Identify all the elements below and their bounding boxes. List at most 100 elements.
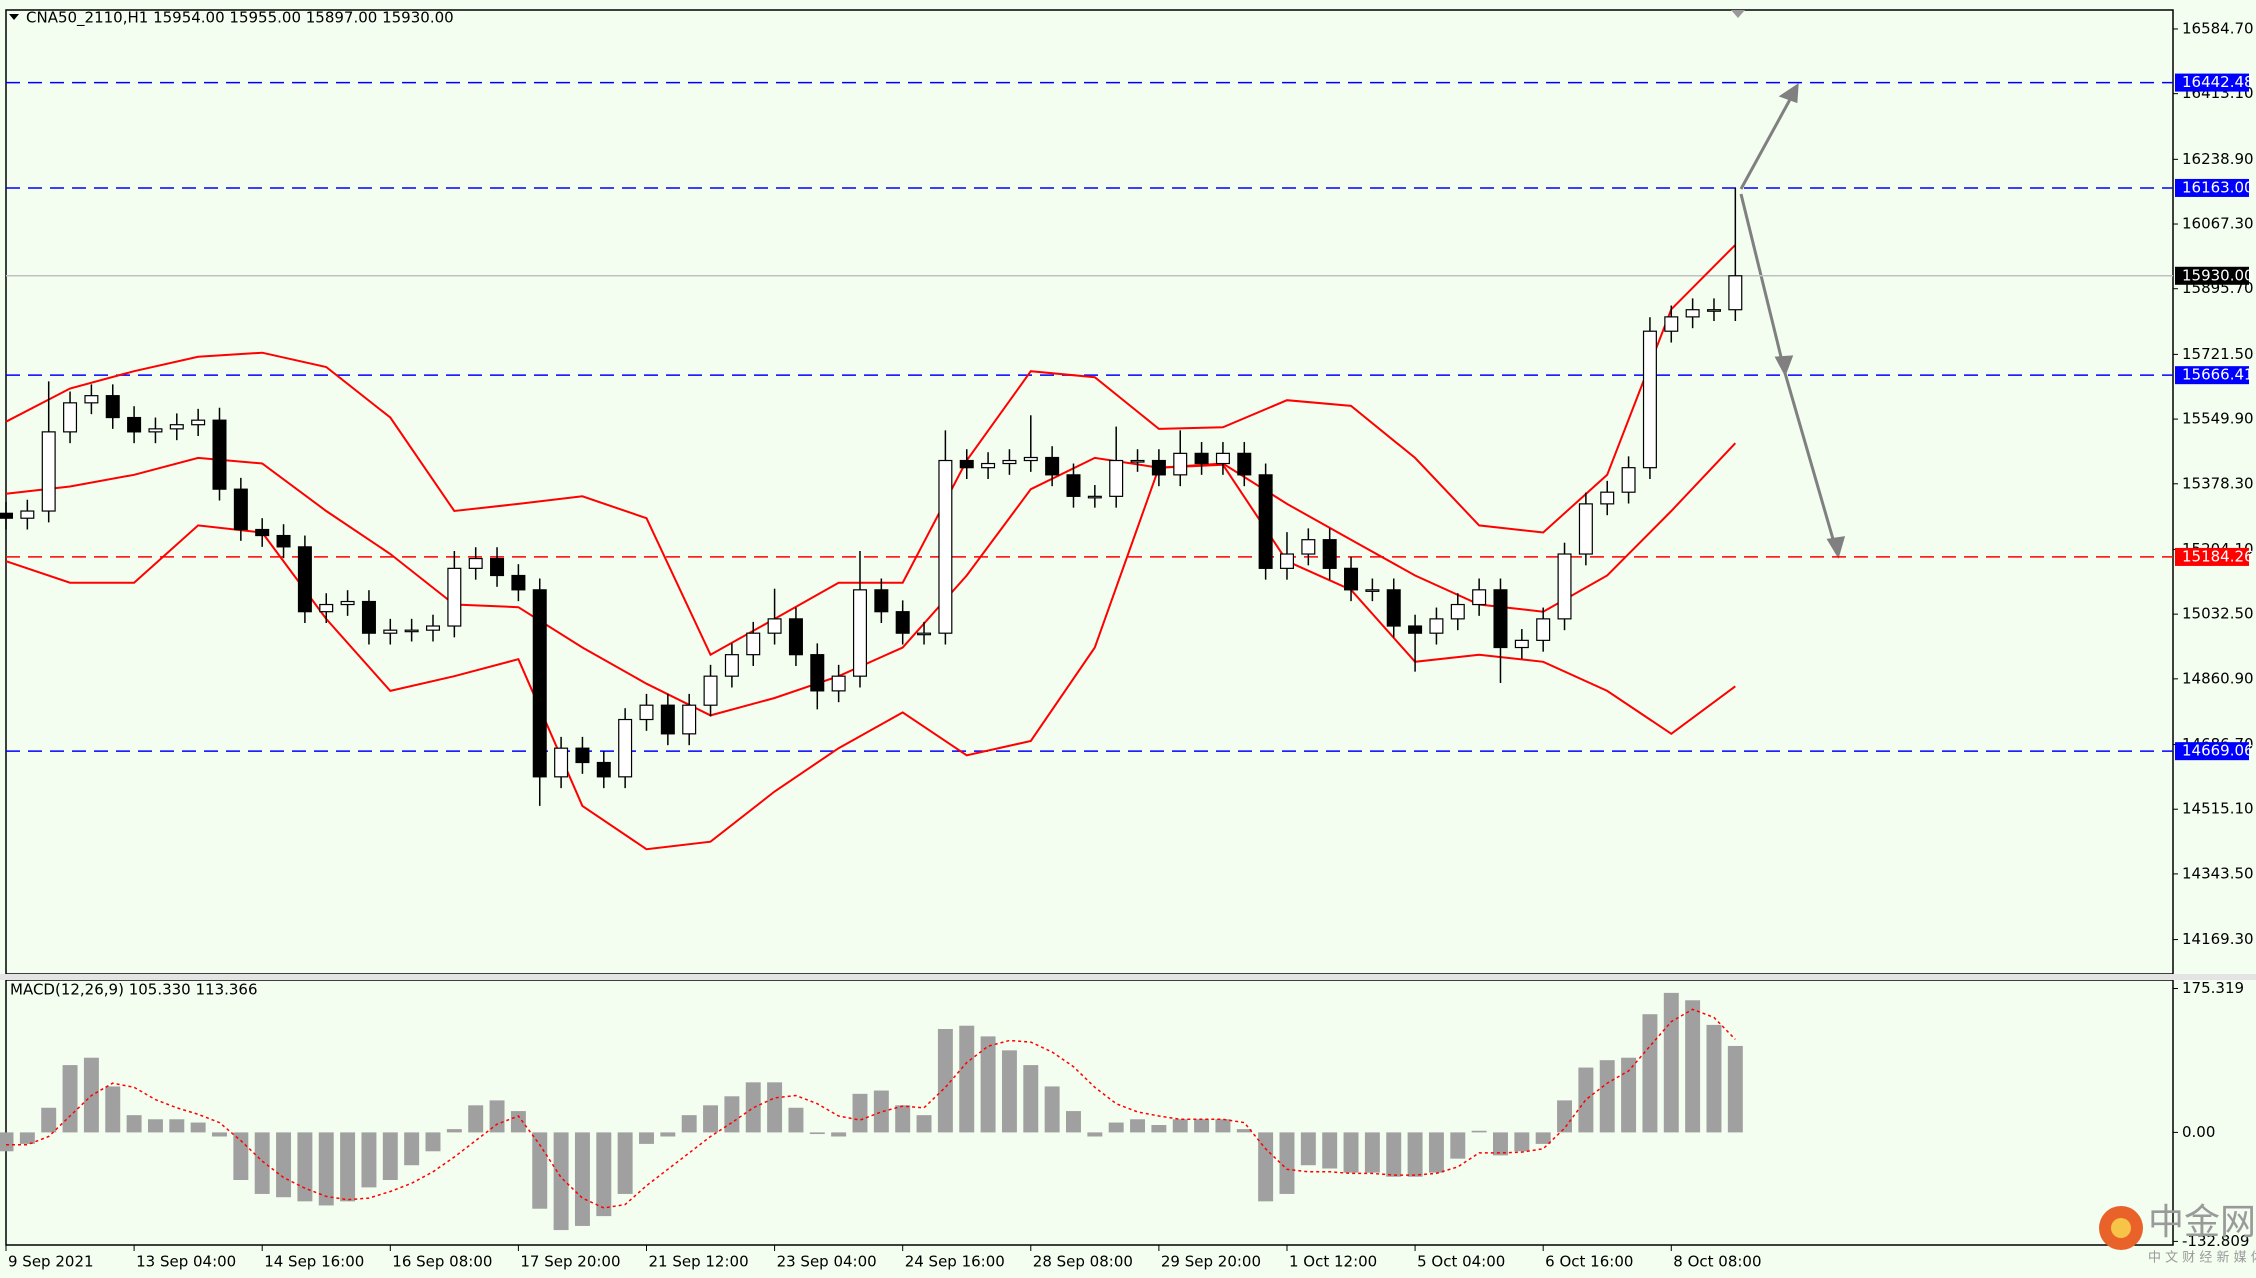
macd-bar bbox=[959, 1025, 975, 1133]
arrow-head bbox=[1778, 83, 1799, 104]
macd-bar bbox=[41, 1107, 57, 1133]
level-label: 16442.48 bbox=[2182, 73, 2254, 91]
x-tick-label: 1 Oct 12:00 bbox=[1289, 1253, 1377, 1271]
macd-bar bbox=[1044, 1086, 1060, 1133]
candle-body bbox=[703, 675, 718, 706]
macd-bar bbox=[340, 1132, 356, 1202]
candle-body bbox=[575, 747, 590, 764]
candle-body bbox=[895, 611, 910, 634]
candle-body bbox=[425, 625, 441, 631]
candle-body bbox=[1514, 639, 1529, 649]
x-tick-label: 24 Sep 16:00 bbox=[905, 1253, 1005, 1271]
candle-body bbox=[276, 534, 291, 548]
macd-bar bbox=[1386, 1132, 1402, 1177]
y-tick-label: 15032.50 bbox=[2182, 605, 2254, 623]
macd-bar bbox=[361, 1132, 377, 1188]
chart-title: CNA50_2110,H1 15954.00 15955.00 15897.00… bbox=[26, 9, 454, 28]
candle-body bbox=[1728, 275, 1743, 311]
bollinger-upper bbox=[5, 244, 1737, 657]
x-tick-label: 8 Oct 08:00 bbox=[1673, 1253, 1761, 1271]
candle-body bbox=[1087, 495, 1102, 499]
level-label: 15666.41 bbox=[2182, 366, 2254, 384]
macd-bar bbox=[1130, 1119, 1146, 1133]
candle-body bbox=[1151, 459, 1166, 476]
macd-bar bbox=[916, 1115, 932, 1133]
macd-bar bbox=[233, 1132, 249, 1181]
macd-bar bbox=[1493, 1132, 1508, 1156]
bollinger-lower bbox=[5, 463, 1736, 851]
macd-bar bbox=[681, 1115, 697, 1133]
y-tick-label: 0.00 bbox=[2182, 1123, 2215, 1141]
y-tick-label: -132.809 bbox=[2182, 1232, 2249, 1250]
candle-body bbox=[959, 459, 974, 469]
macd-bar bbox=[1001, 1050, 1017, 1133]
macd-bar bbox=[1023, 1065, 1039, 1133]
candle-body bbox=[1386, 589, 1401, 627]
macd-bar bbox=[724, 1096, 740, 1133]
macd-bar bbox=[468, 1105, 484, 1133]
candle-body bbox=[20, 510, 35, 519]
candle-body bbox=[191, 419, 206, 426]
candle-body bbox=[1536, 618, 1551, 641]
candle-body bbox=[404, 629, 419, 633]
candle-body bbox=[746, 632, 761, 656]
candle-body bbox=[1685, 309, 1700, 318]
macd-bar bbox=[767, 1082, 783, 1133]
x-tick-label: 16 Sep 08:00 bbox=[392, 1253, 492, 1271]
macd-bar bbox=[788, 1107, 804, 1133]
macd-bar bbox=[660, 1132, 676, 1137]
menu-triangle bbox=[9, 14, 19, 20]
macd-bar bbox=[1663, 992, 1679, 1133]
y-tick-label: 14515.10 bbox=[2182, 800, 2254, 818]
candle-body bbox=[84, 395, 99, 404]
candle-body bbox=[596, 761, 611, 778]
candle-body bbox=[767, 618, 782, 634]
candle-body bbox=[852, 589, 867, 677]
candle-body bbox=[917, 632, 932, 636]
candle-body bbox=[340, 600, 355, 606]
arrow-head bbox=[1774, 355, 1794, 377]
watermark-tagline: 中 文 财 经 新 媒 体 bbox=[2148, 1250, 2256, 1266]
macd-bar bbox=[639, 1132, 654, 1144]
macd-bar bbox=[852, 1093, 868, 1133]
macd-bar bbox=[0, 1132, 14, 1152]
macd-bar bbox=[1471, 1130, 1487, 1133]
candle-body bbox=[1472, 589, 1487, 606]
arrow-head bbox=[1826, 536, 1846, 559]
candle-body bbox=[1557, 553, 1572, 620]
x-tick-label: 28 Sep 08:00 bbox=[1033, 1253, 1133, 1271]
logo bbox=[2111, 1218, 2131, 1238]
macd-bar bbox=[1279, 1132, 1295, 1194]
candle-body bbox=[1344, 567, 1359, 591]
candle-body bbox=[1493, 589, 1508, 649]
macd-bar bbox=[1557, 1100, 1573, 1133]
macd-bar bbox=[1236, 1129, 1252, 1133]
candle-body bbox=[511, 574, 526, 591]
macd-bar bbox=[297, 1132, 313, 1202]
candle-body bbox=[1130, 459, 1145, 463]
candle-body bbox=[682, 704, 697, 735]
candle-body bbox=[1600, 491, 1615, 505]
level-label: 14669.06 bbox=[2182, 742, 2254, 760]
macd-bar bbox=[1450, 1132, 1466, 1159]
y-tick-label: 175.319 bbox=[2182, 979, 2244, 997]
macd-bar bbox=[62, 1065, 78, 1133]
candle-body bbox=[1706, 309, 1721, 312]
candle-body bbox=[1664, 316, 1679, 332]
x-tick-label: 14 Sep 16:00 bbox=[264, 1253, 364, 1271]
macd-bar bbox=[1364, 1132, 1380, 1173]
macd-bar bbox=[1727, 1045, 1743, 1133]
y-tick-label: 14860.90 bbox=[2182, 669, 2254, 687]
macd-bar bbox=[1343, 1132, 1359, 1173]
macd-bar bbox=[147, 1119, 163, 1133]
macd-bar bbox=[532, 1132, 548, 1209]
macd-bar bbox=[1108, 1122, 1124, 1133]
macd-bar bbox=[1407, 1132, 1423, 1177]
macd-bar bbox=[404, 1132, 420, 1166]
x-tick-label: 9 Sep 2021 bbox=[8, 1253, 94, 1271]
candle-body bbox=[1173, 452, 1188, 476]
forecast-arrows bbox=[1739, 83, 1846, 559]
macd-bar bbox=[1258, 1132, 1274, 1202]
macd-bar bbox=[1066, 1111, 1081, 1133]
